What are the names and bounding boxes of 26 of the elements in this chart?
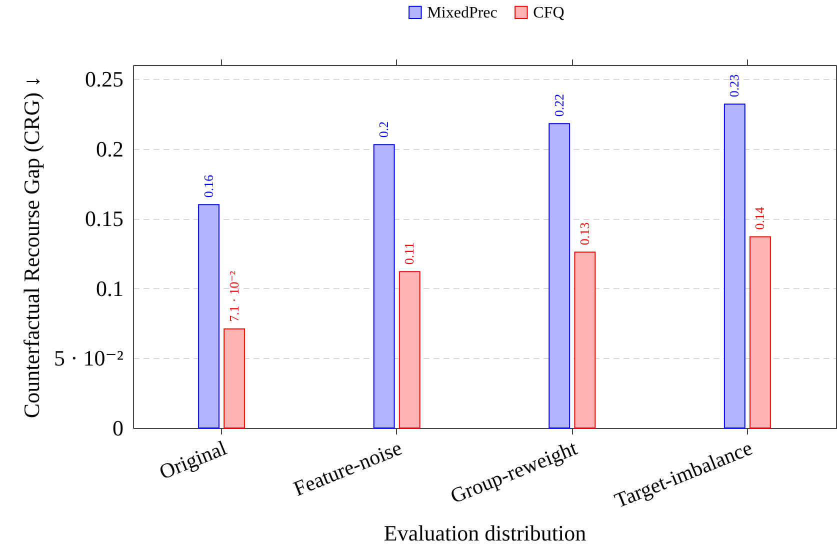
legend-label: MixedPrec <box>427 4 498 22</box>
bar <box>548 123 570 428</box>
data-label: 0.16 <box>200 174 216 198</box>
data-label: 0.2 <box>376 121 392 138</box>
y-axis-title: Counterfactual Recourse Gap (CRG) ↓ <box>18 76 44 418</box>
bar <box>373 144 395 428</box>
y-tick-label: 5 · 10⁻² <box>54 346 124 371</box>
data-label: 0.22 <box>551 94 566 117</box>
x-axis-title: Evaluation distribution <box>384 520 586 544</box>
bar <box>198 204 220 428</box>
y-tick-label: 0.25 <box>85 66 124 92</box>
bar <box>749 236 771 428</box>
legend-label: CFQ <box>533 4 565 22</box>
y-tick-label: 0.1 <box>96 276 124 301</box>
data-label: 0.14 <box>752 206 768 230</box>
y-tick-label: 0.15 <box>85 206 124 232</box>
data-label: 0.11 <box>402 242 417 265</box>
bar <box>724 104 746 428</box>
y-tick-label: 0.2 <box>96 136 124 162</box>
bar <box>398 271 420 428</box>
bar <box>574 252 596 428</box>
bar <box>224 328 246 428</box>
y-tick-label: 0 <box>112 416 124 440</box>
data-label: 0.13 <box>576 222 592 246</box>
data-label: 0.23 <box>726 74 742 98</box>
data-label: 7.1 · 10⁻² <box>226 270 242 322</box>
